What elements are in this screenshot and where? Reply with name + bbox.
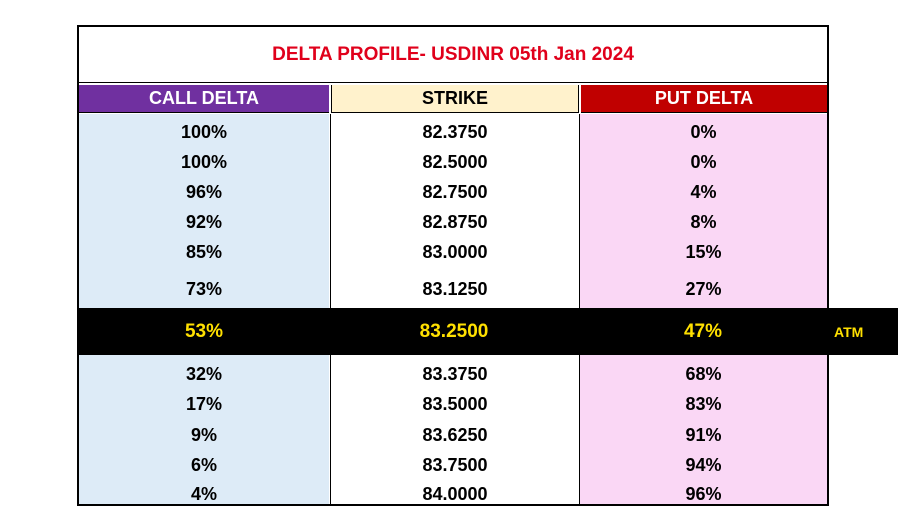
put-cell: 94% (685, 455, 722, 475)
strike-cell: 83.5000 (422, 394, 488, 414)
strike-cell: 82.7500 (422, 182, 488, 202)
put-cell: 68% (685, 364, 722, 384)
call-cell: 85% (185, 242, 223, 262)
strike-cell: 83.1250 (422, 279, 488, 299)
strike-cell: 83.7500 (422, 455, 488, 475)
atm-call-delta: 53% (184, 320, 224, 342)
call-cell: 6% (190, 455, 217, 475)
call-cell: 73% (185, 279, 223, 299)
strike-cell: 83.0000 (422, 242, 488, 262)
table-title: DELTA PROFILE- USDINR 05th Jan 2024 (79, 27, 827, 83)
delta-profile-table: DELTA PROFILE- USDINR 05th Jan 2024 CALL… (77, 25, 829, 506)
call-cell: 17% (185, 394, 223, 414)
put-cell: 83% (685, 394, 722, 414)
header-put-delta: PUT DELTA (581, 85, 827, 113)
strike-cell: 82.8750 (422, 212, 488, 232)
strike-cell: 83.3750 (422, 364, 488, 384)
call-cell: 32% (185, 364, 223, 384)
strike-cell: 82.3750 (422, 122, 488, 142)
strike-cell: 84.0000 (422, 484, 488, 504)
put-cell: 91% (685, 425, 722, 445)
header-call-delta: CALL DELTA (79, 85, 329, 113)
call-cell: 100% (180, 122, 228, 142)
put-cell: 96% (685, 484, 722, 504)
header-strike: STRIKE (331, 85, 579, 113)
atm-put-delta: 47% (683, 320, 723, 342)
call-cell: 9% (190, 425, 217, 445)
atm-label: ATM (834, 323, 864, 340)
put-cell: 8% (690, 212, 717, 232)
call-cell: 4% (190, 484, 217, 504)
call-cell: 100% (180, 152, 228, 172)
put-cell: 15% (685, 242, 722, 262)
put-cell: 27% (685, 279, 722, 299)
call-cell: 96% (185, 182, 223, 202)
atm-strike: 83.2500 (419, 320, 489, 342)
atm-row-highlight (77, 308, 898, 355)
call-cell: 92% (185, 212, 223, 232)
put-cell: 4% (690, 182, 717, 202)
put-cell: 0% (690, 122, 717, 142)
strike-cell: 83.6250 (422, 425, 488, 445)
strike-cell: 82.5000 (422, 152, 488, 172)
put-cell: 0% (690, 152, 717, 172)
